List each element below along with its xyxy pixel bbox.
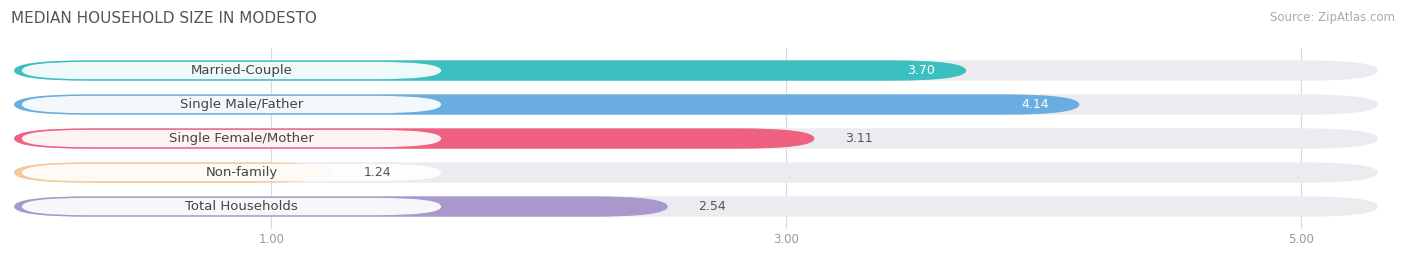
FancyBboxPatch shape <box>14 94 1080 115</box>
Text: MEDIAN HOUSEHOLD SIZE IN MODESTO: MEDIAN HOUSEHOLD SIZE IN MODESTO <box>11 11 318 26</box>
Text: 3.11: 3.11 <box>845 132 873 145</box>
FancyBboxPatch shape <box>21 164 441 181</box>
Text: 1.24: 1.24 <box>364 166 392 179</box>
FancyBboxPatch shape <box>21 96 441 113</box>
FancyBboxPatch shape <box>21 198 441 215</box>
FancyBboxPatch shape <box>14 60 1378 81</box>
FancyBboxPatch shape <box>14 196 1378 217</box>
FancyBboxPatch shape <box>14 162 333 183</box>
FancyBboxPatch shape <box>14 128 1378 149</box>
FancyBboxPatch shape <box>14 196 668 217</box>
Text: Non-family: Non-family <box>205 166 278 179</box>
FancyBboxPatch shape <box>14 128 814 149</box>
Text: 4.14: 4.14 <box>1021 98 1049 111</box>
Text: 3.70: 3.70 <box>907 64 935 77</box>
FancyBboxPatch shape <box>14 94 1378 115</box>
FancyBboxPatch shape <box>14 60 966 81</box>
FancyBboxPatch shape <box>21 130 441 147</box>
Text: Source: ZipAtlas.com: Source: ZipAtlas.com <box>1270 11 1395 24</box>
Text: Married-Couple: Married-Couple <box>191 64 292 77</box>
FancyBboxPatch shape <box>14 162 1378 183</box>
Text: Single Male/Father: Single Male/Father <box>180 98 304 111</box>
FancyBboxPatch shape <box>21 62 441 79</box>
Text: Total Households: Total Households <box>186 200 298 213</box>
Text: 2.54: 2.54 <box>699 200 727 213</box>
Text: Single Female/Mother: Single Female/Mother <box>169 132 314 145</box>
